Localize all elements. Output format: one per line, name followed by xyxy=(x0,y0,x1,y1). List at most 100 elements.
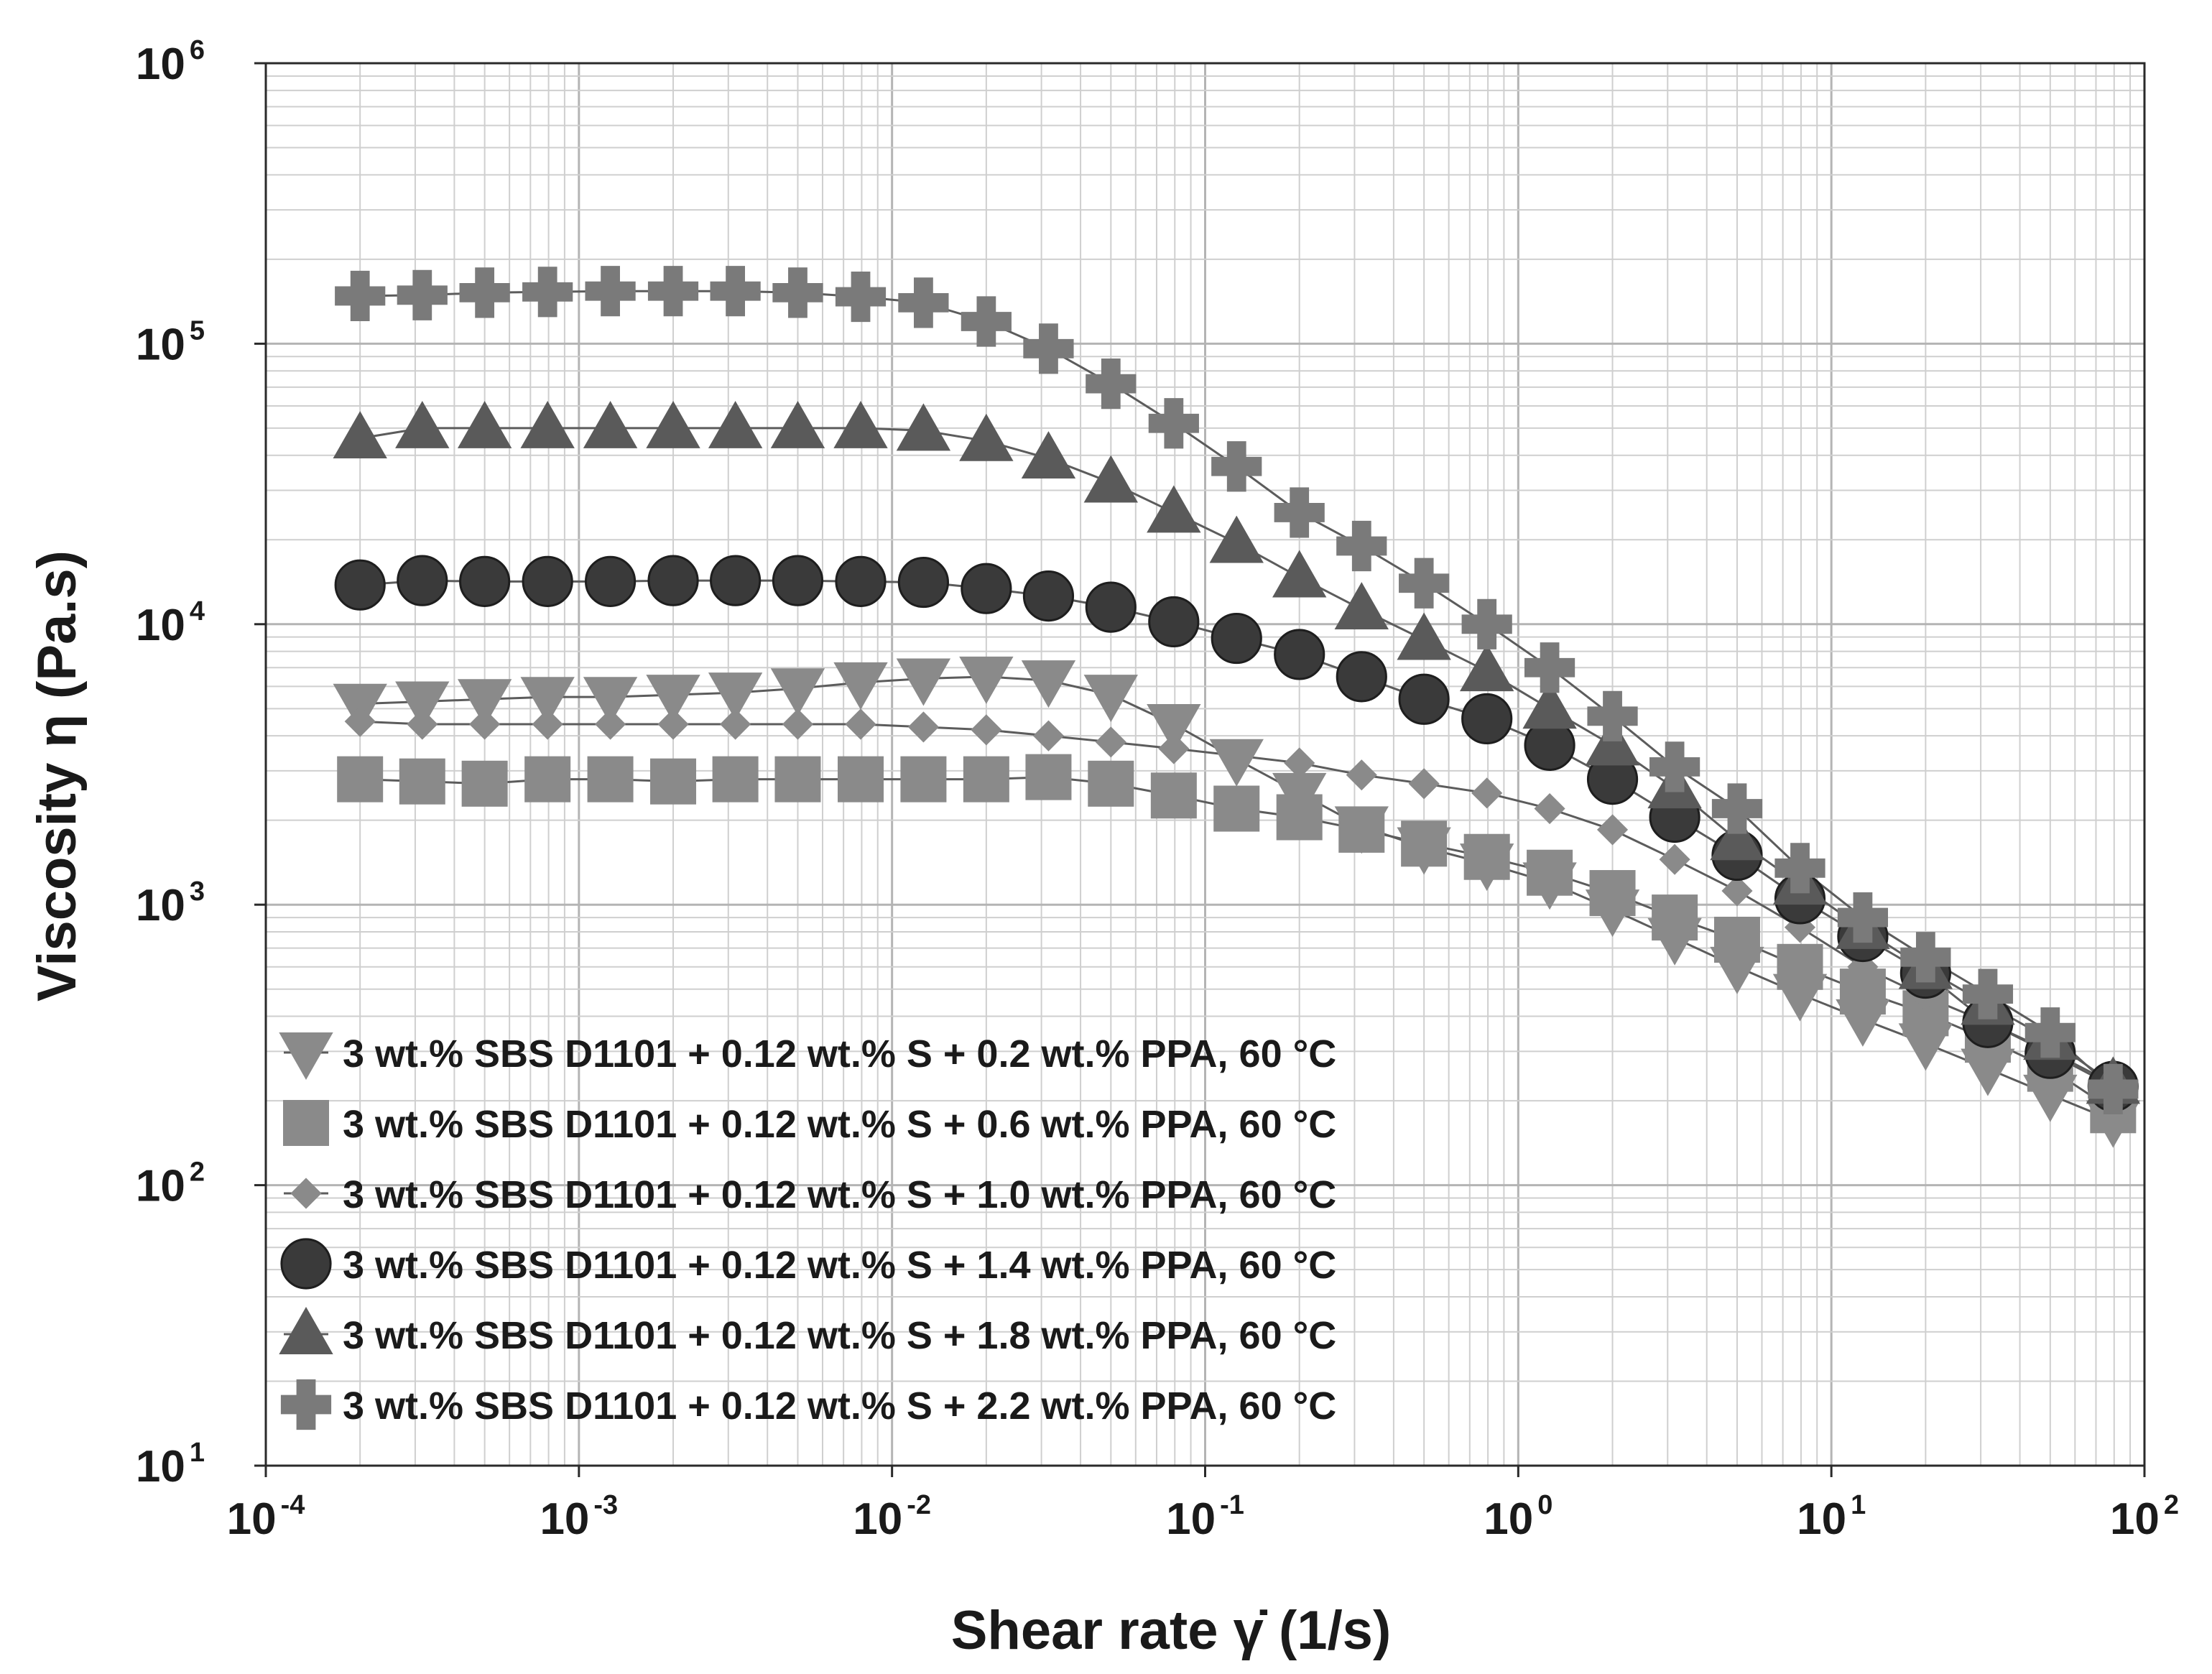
data-point xyxy=(1837,892,1889,943)
data-point xyxy=(1774,843,1825,894)
data-point xyxy=(2088,1063,2139,1115)
data-point xyxy=(1274,629,1325,680)
data-point xyxy=(1399,558,1450,609)
data-point xyxy=(1522,681,1577,729)
data-point xyxy=(1086,358,1137,410)
legend-marker xyxy=(280,1379,332,1430)
data-point xyxy=(395,681,450,729)
data-point xyxy=(1272,550,1327,598)
data-point xyxy=(708,400,763,448)
data-point xyxy=(710,555,762,606)
legend-label: 3 wt.% SBS D1101 + 0.12 wt.% S + 1.0 wt.… xyxy=(343,1173,1336,1216)
data-point xyxy=(1211,441,1262,492)
legend-marker xyxy=(279,1032,333,1080)
data-point xyxy=(1652,894,1698,941)
legend-label: 3 wt.% SBS D1101 + 0.12 wt.% S + 0.2 wt.… xyxy=(343,1032,1336,1076)
legend-marker xyxy=(279,1307,333,1354)
x-tick-label: 10 0 xyxy=(1484,1490,1552,1544)
data-point xyxy=(585,266,636,317)
legend-item-4: 3 wt.% SBS D1101 + 0.12 wt.% S + 1.4 wt.… xyxy=(280,1238,1336,1290)
data-point xyxy=(772,267,823,318)
data-point xyxy=(1596,814,1629,846)
data-point xyxy=(1276,794,1323,841)
data-point xyxy=(520,400,575,448)
data-point xyxy=(1274,487,1325,538)
data-point xyxy=(344,706,376,737)
data-point xyxy=(532,708,563,740)
data-point xyxy=(1023,323,1074,374)
series-markers xyxy=(333,266,2141,1148)
data-point xyxy=(1649,741,1700,792)
data-point xyxy=(782,708,814,740)
data-point xyxy=(774,756,821,803)
data-point xyxy=(1397,612,1451,660)
y-tick-label: 10 4 xyxy=(136,596,205,650)
data-point xyxy=(1284,747,1315,779)
data-point xyxy=(1221,740,1252,772)
data-point xyxy=(712,756,759,803)
data-point xyxy=(835,555,887,607)
data-point xyxy=(1021,431,1076,479)
data-point xyxy=(397,555,448,606)
data-point xyxy=(1147,485,1201,533)
legend-label: 3 wt.% SBS D1101 + 0.12 wt.% S + 1.8 wt.… xyxy=(343,1314,1336,1357)
data-point xyxy=(772,555,824,606)
data-point xyxy=(1401,820,1448,867)
data-point xyxy=(583,400,638,448)
data-point xyxy=(1534,792,1565,825)
data-point xyxy=(835,271,887,323)
x-tick-label: 10 -4 xyxy=(227,1490,305,1544)
data-point xyxy=(1711,783,1763,834)
data-point xyxy=(1585,718,1640,766)
data-point xyxy=(1095,726,1126,758)
data-point xyxy=(522,267,573,318)
data-point xyxy=(708,672,763,721)
data-point xyxy=(583,677,638,725)
data-point xyxy=(896,403,951,451)
x-tick-label: 10 -3 xyxy=(540,1490,618,1544)
y-tick-label: 10 2 xyxy=(136,1157,205,1211)
data-point xyxy=(524,756,571,803)
y-tick-label: 10 3 xyxy=(136,877,205,930)
legend-marker xyxy=(290,1178,322,1209)
data-point xyxy=(587,756,634,803)
data-point xyxy=(1088,760,1134,807)
data-point xyxy=(1148,596,1200,648)
data-point xyxy=(1461,693,1513,745)
data-point xyxy=(584,555,637,607)
data-point xyxy=(845,708,876,740)
x-axis-title: Shear rate γ̇ (1/s) xyxy=(951,1600,1392,1661)
legend-label: 3 wt.% SBS D1101 + 0.12 wt.% S + 2.2 wt.… xyxy=(343,1384,1336,1428)
data-point xyxy=(459,555,511,607)
data-point xyxy=(650,758,697,805)
legend-marker xyxy=(283,1100,329,1146)
data-point xyxy=(337,756,384,803)
y-axis-title: Viscosity η (Pa.s) xyxy=(27,550,88,1002)
legend-label: 3 wt.% SBS D1101 + 0.12 wt.% S + 1.4 wt.… xyxy=(343,1244,1336,1287)
data-point xyxy=(1408,768,1440,800)
y-tick-label: 10 6 xyxy=(136,35,205,89)
data-point xyxy=(334,559,386,611)
data-point xyxy=(647,555,699,606)
data-point xyxy=(1721,875,1753,907)
data-point xyxy=(1461,598,1512,649)
legend-item-1: 3 wt.% SBS D1101 + 0.12 wt.% S + 0.2 wt.… xyxy=(279,1032,1336,1080)
data-point xyxy=(1158,733,1190,764)
legend-item-3: 3 wt.% SBS D1101 + 0.12 wt.% S + 1.0 wt.… xyxy=(284,1173,1336,1216)
data-point xyxy=(1962,968,2014,1019)
data-point xyxy=(1032,720,1065,752)
data-point xyxy=(961,563,1012,614)
y-tick-label: 10 1 xyxy=(136,1438,205,1492)
data-point xyxy=(1589,870,1636,917)
data-point xyxy=(1346,759,1377,791)
data-point xyxy=(395,400,450,448)
data-point xyxy=(1334,582,1389,630)
data-point xyxy=(959,413,1014,461)
data-point xyxy=(896,658,951,706)
legend: 3 wt.% SBS D1101 + 0.12 wt.% S + 0.2 wt.… xyxy=(279,1032,1336,1430)
legend-label: 3 wt.% SBS D1101 + 0.12 wt.% S + 0.6 wt.… xyxy=(343,1103,1336,1146)
series-6-points xyxy=(335,266,2139,1115)
axis-ticks: 10 -4 10 -3 10 -2 10 -1 10 0 10 1 10 2 10 1 10 2 10 3 10 4 10 5… xyxy=(136,35,2179,1544)
data-point xyxy=(1398,673,1450,725)
